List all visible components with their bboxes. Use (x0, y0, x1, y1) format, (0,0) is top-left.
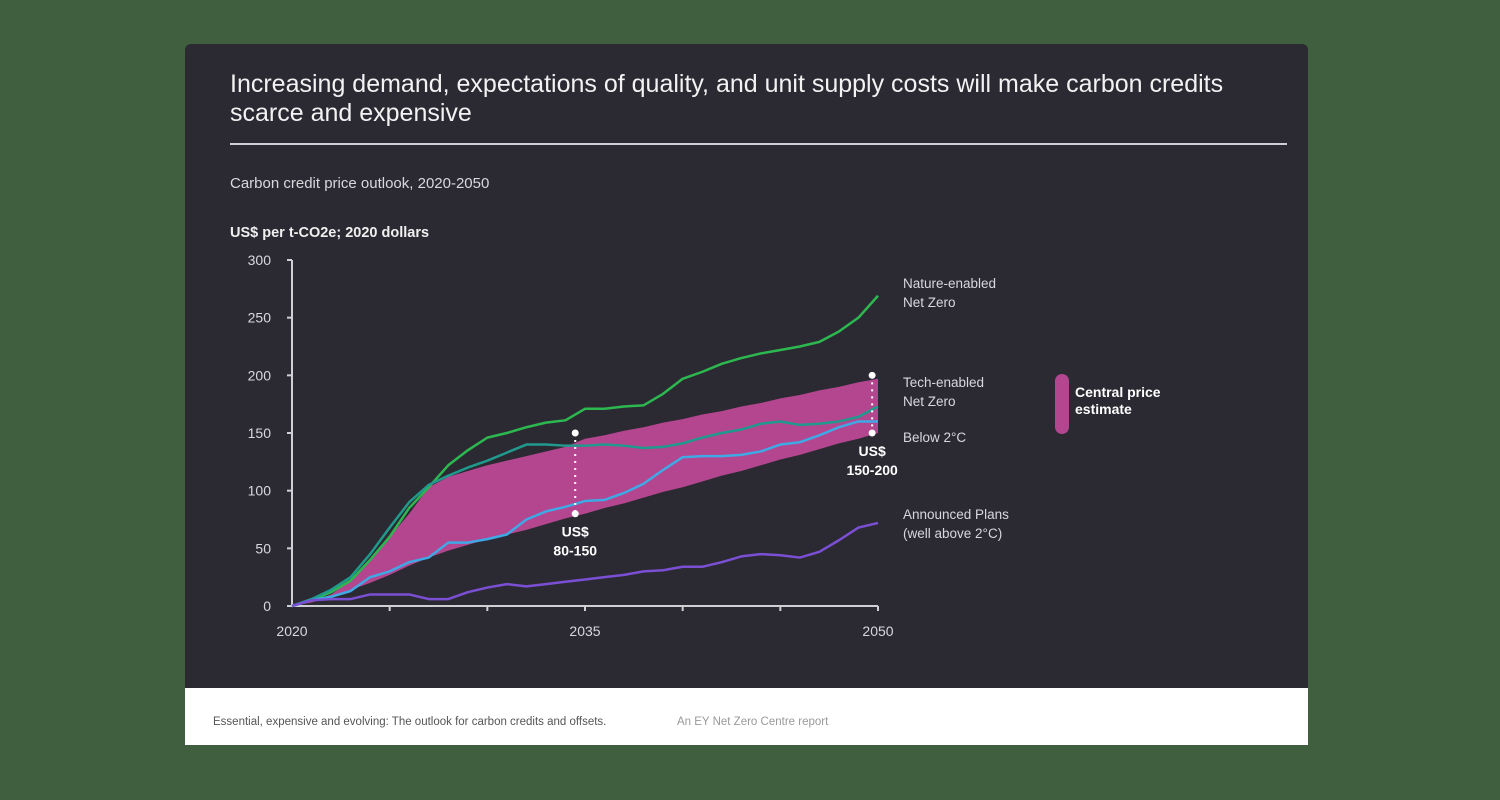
y-tick-label: 200 (248, 367, 272, 383)
range-marker-dot (868, 429, 876, 437)
series-line-nature (291, 294, 879, 608)
y-tick-label: 0 (263, 598, 271, 614)
chart-title: Carbon credit price outlook, 2020-2050 (230, 175, 490, 192)
y-tick-label: 300 (248, 252, 272, 268)
page-title: Increasing demand, expectations of quali… (230, 70, 1224, 127)
title-divider (230, 143, 1287, 145)
band-legend-label: estimate (1075, 401, 1132, 417)
range-marker-dot (868, 371, 876, 379)
footer-source: Essential, expensive and evolving: The o… (213, 716, 607, 728)
series-label-below2: Below 2°C (903, 430, 966, 445)
series-label-announced: Announced Plans (903, 507, 1009, 522)
series-line-tech (291, 405, 879, 608)
y-tick-label: 50 (255, 540, 271, 556)
range-marker-dot (571, 429, 579, 437)
y-tick-label: 250 (248, 310, 272, 326)
x-tick-label: 2050 (862, 623, 893, 639)
x-tick-label: 2035 (569, 623, 600, 639)
series-label-tech: Net Zero (903, 394, 956, 409)
band-legend-swatch (1055, 374, 1069, 434)
footer: Essential, expensive and evolving: The o… (185, 688, 1308, 745)
x-tick-label: 2020 (276, 623, 307, 639)
range-annotation-label: 150-200 (846, 462, 898, 478)
y-axis-label: US$ per t-CO2e; 2020 dollars (230, 225, 430, 241)
y-tick-label: 100 (248, 483, 272, 499)
series-label-nature: Net Zero (903, 295, 956, 310)
series-line-announced (291, 521, 879, 608)
central-price-band (292, 378, 878, 606)
series-line-below2 (291, 420, 878, 608)
series-label-announced: (well above 2°C) (903, 526, 1002, 541)
footer-publisher: An EY Net Zero Centre report (677, 716, 829, 728)
series-label-nature: Nature-enabled (903, 276, 996, 291)
range-marker-dot (571, 510, 579, 518)
range-annotation-label: US$ (562, 524, 589, 540)
range-annotation-label: 80-150 (553, 543, 597, 559)
range-annotation-label: US$ (859, 443, 886, 459)
series-label-tech: Tech-enabled (903, 375, 984, 390)
y-tick-label: 150 (248, 425, 272, 441)
band-legend-label: Central price (1075, 384, 1161, 400)
